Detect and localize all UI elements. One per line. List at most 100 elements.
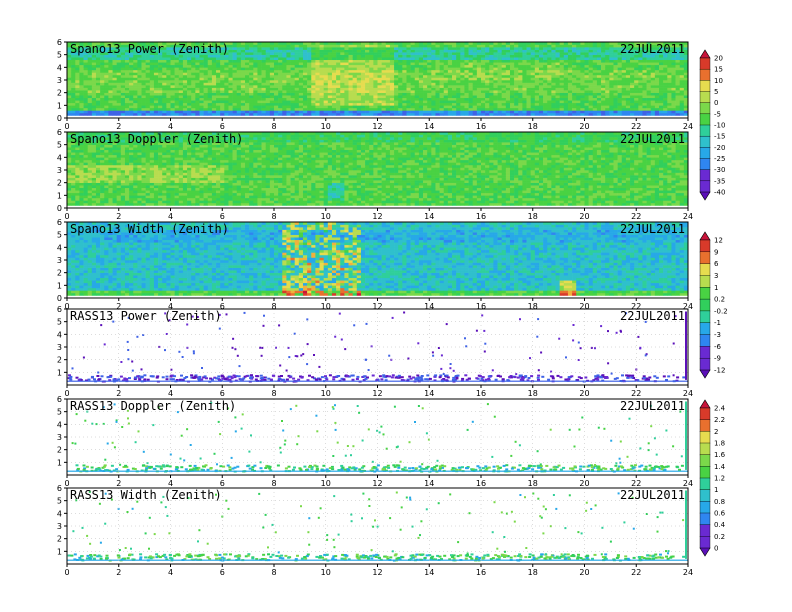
heatmap-cell [667, 95, 672, 99]
heatmap-cell [377, 62, 382, 66]
heatmap-cell [178, 92, 184, 96]
heatmap-cell [137, 152, 142, 156]
heatmap-cell [613, 97, 618, 101]
heatmap-cell [294, 42, 300, 45]
heatmap-cell [319, 92, 324, 96]
heatmap-cell [104, 49, 109, 53]
heatmap-cell [282, 95, 287, 99]
heatmap-cell [567, 62, 573, 66]
heatmap-cell [149, 110, 155, 114]
heatmap-cell [402, 85, 407, 88]
heatmap-cell [145, 97, 151, 101]
heatmap-cell [526, 42, 531, 45]
heatmap-cell [356, 47, 362, 50]
heatmap-cell [67, 59, 72, 63]
heatmap-cell [162, 95, 167, 99]
heatmap-cell [352, 69, 358, 73]
heatmap-cell [464, 80, 469, 83]
heatmap-cell [398, 72, 403, 76]
heatmap-cell [497, 77, 502, 81]
heatmap-cell [269, 92, 275, 96]
heatmap-cell [133, 69, 138, 73]
heatmap-cell [211, 44, 217, 48]
heatmap-cell [580, 100, 585, 104]
heatmap-cell [158, 62, 163, 66]
heatmap-cell [91, 162, 97, 166]
heatmap-cell [319, 97, 324, 101]
heatmap-cell [650, 59, 656, 63]
heatmap-cell [129, 62, 134, 66]
heatmap-cell [71, 172, 76, 176]
heatmap-cell [410, 90, 416, 93]
heatmap-cell [642, 107, 647, 111]
heatmap-cell [489, 80, 494, 83]
heatmap-cell [207, 74, 213, 78]
heatmap-cell [605, 52, 610, 55]
heatmap-cell [158, 112, 163, 116]
heatmap-cell [178, 77, 184, 81]
heatmap-cell [468, 64, 474, 68]
heatmap-cell [327, 74, 333, 78]
heatmap-cell [621, 100, 627, 104]
heatmap-cell [563, 87, 569, 91]
heatmap-cell [443, 82, 449, 86]
heatmap-cell [567, 100, 573, 104]
heatmap-cell [638, 82, 643, 86]
heatmap-cell [100, 87, 105, 91]
heatmap-cell [394, 102, 399, 106]
heatmap-cell [538, 67, 544, 71]
heatmap-cell [302, 95, 308, 99]
heatmap-cell [174, 74, 180, 78]
heatmap-cell [228, 59, 233, 63]
heatmap-cell [302, 110, 308, 114]
heatmap-cell [166, 67, 171, 71]
heatmap-cell [83, 182, 88, 186]
heatmap-cell [112, 175, 117, 178]
heatmap-cell [282, 49, 287, 53]
heatmap-cell [373, 112, 378, 116]
heatmap-cell [509, 102, 515, 106]
heatmap-cell [137, 175, 142, 178]
heatmap-cell [418, 110, 424, 114]
heatmap-cell [75, 187, 80, 191]
heatmap-cell [683, 52, 689, 55]
heatmap-cell [646, 90, 652, 93]
heatmap-cell [452, 100, 457, 104]
heatmap-cell [580, 87, 585, 91]
heatmap-cell [79, 64, 84, 68]
y-tick-label: 2 [57, 89, 62, 98]
heatmap-cell [228, 90, 233, 93]
heatmap-cell [129, 159, 134, 163]
heatmap-cell [667, 77, 672, 81]
heatmap-cell [108, 185, 113, 189]
heatmap-cell [485, 100, 490, 104]
heatmap-cell [195, 49, 200, 53]
heatmap-cell [447, 47, 453, 50]
heatmap-cell [108, 44, 113, 48]
heatmap-cell [559, 97, 565, 101]
heatmap-cell [71, 57, 76, 61]
heatmap-cell [100, 170, 105, 173]
heatmap-cell [518, 82, 523, 86]
heatmap-cell [547, 85, 552, 88]
heatmap-cell [365, 87, 370, 91]
heatmap-cell [149, 100, 155, 104]
heatmap-cell [538, 69, 544, 73]
heatmap-cell [385, 105, 391, 109]
heatmap-cell [166, 102, 171, 106]
heatmap-cell [406, 80, 411, 83]
heatmap-cell [112, 142, 117, 145]
heatmap-cell [389, 80, 395, 83]
heatmap-cell [567, 107, 573, 111]
heatmap-cell [638, 44, 643, 48]
heatmap-cell [679, 72, 685, 76]
heatmap-cell [406, 92, 411, 96]
heatmap-cell [634, 80, 639, 83]
heatmap-cell [87, 172, 93, 176]
heatmap-cell [621, 72, 627, 76]
heatmap-cell [443, 62, 449, 66]
heatmap-cell [481, 110, 486, 114]
heatmap-cell [257, 74, 262, 78]
heatmap-cell [137, 200, 142, 204]
heatmap-cell [112, 157, 117, 161]
